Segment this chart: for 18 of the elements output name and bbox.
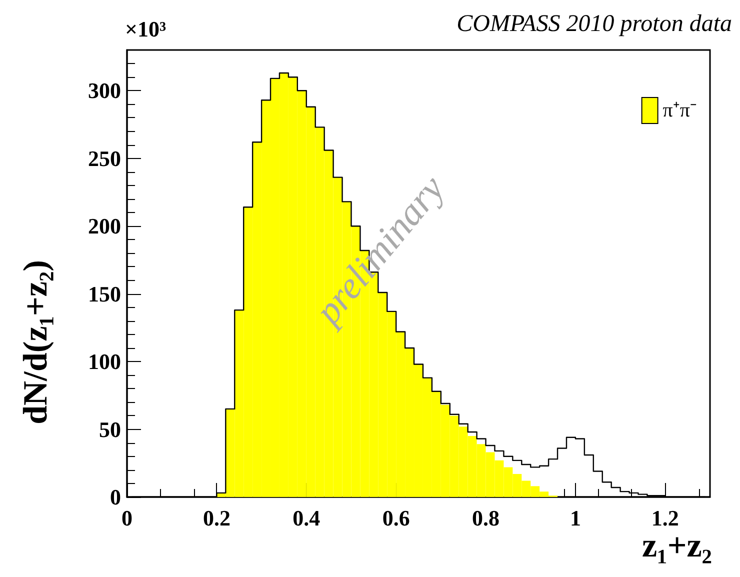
x-tick-label: 0.6 <box>382 506 410 530</box>
legend-label: π⁺π⁻ <box>662 100 698 122</box>
x-tick-label: 1 <box>570 506 581 530</box>
x-tick-label: 0.8 <box>472 506 500 530</box>
y-tick-label: 0 <box>110 484 121 510</box>
y-tick-label: 250 <box>88 146 121 171</box>
x-axis-title: z₁+z₂ <box>642 528 712 564</box>
x-tick-label: 1.2 <box>651 506 679 530</box>
y-axis-title: dN/d(z₁+z₂) <box>17 260 54 424</box>
y-tick-label: 150 <box>88 281 121 306</box>
y-tick-label: 300 <box>88 78 121 104</box>
y-tick-label: 200 <box>88 214 121 239</box>
chart-title: COMPASS 2010 proton data <box>456 11 732 37</box>
text: ×10³ <box>125 16 167 42</box>
y-tick-label: 50 <box>99 416 121 442</box>
x-tick-label: 0.2 <box>202 506 230 530</box>
y-tick-label: 100 <box>88 349 121 374</box>
x-tick-label: 0.4 <box>292 506 320 530</box>
